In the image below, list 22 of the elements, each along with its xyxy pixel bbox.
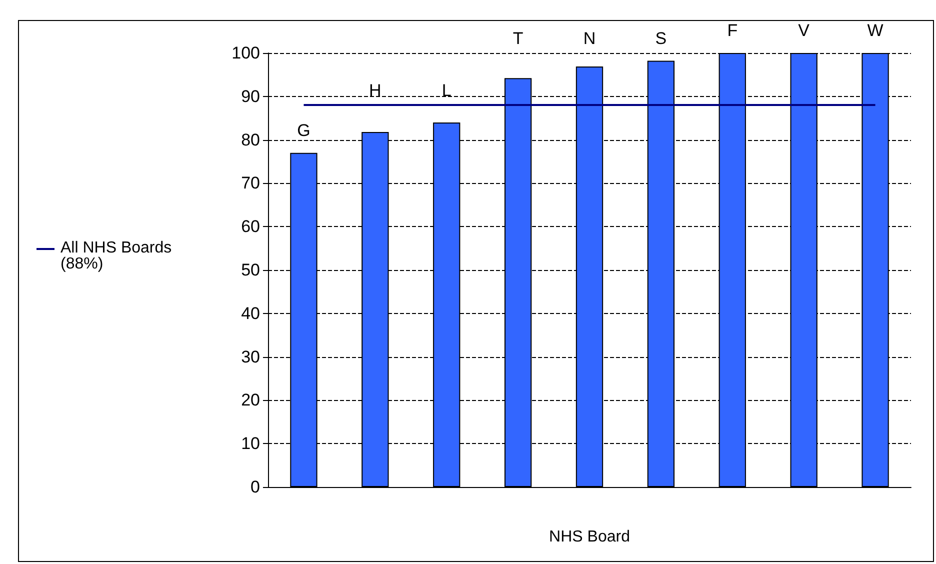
y-tick-label: 50 xyxy=(241,260,260,280)
y-tick-label: 0 xyxy=(250,478,260,496)
x-tick-label: W xyxy=(867,21,884,40)
x-tick-label: T xyxy=(512,29,524,48)
y-tick-label: 100 xyxy=(232,44,260,62)
legend-label: All NHS Boards (88%) xyxy=(60,240,172,272)
y-tick-label: 10 xyxy=(241,434,260,454)
x-tick-label: S xyxy=(655,28,667,48)
x-tick-label: H xyxy=(369,81,382,100)
y-tick-label: 30 xyxy=(241,347,260,366)
x-tick-label: G xyxy=(297,120,310,140)
y-tick-label: 70 xyxy=(241,174,260,193)
x-tick-label: V xyxy=(798,21,810,40)
y-tick-label: 90 xyxy=(241,86,260,106)
x-tick-label: L xyxy=(442,81,452,100)
x-axis-title: NHS Board xyxy=(549,528,630,546)
x-tick-label: N xyxy=(583,29,596,48)
y-tick-label: 20 xyxy=(241,390,260,410)
y-tick-label: 80 xyxy=(241,130,260,150)
x-tick-label: F xyxy=(727,21,738,40)
y-tick-label: 60 xyxy=(241,217,260,236)
y-tick-label: 40 xyxy=(241,304,260,323)
